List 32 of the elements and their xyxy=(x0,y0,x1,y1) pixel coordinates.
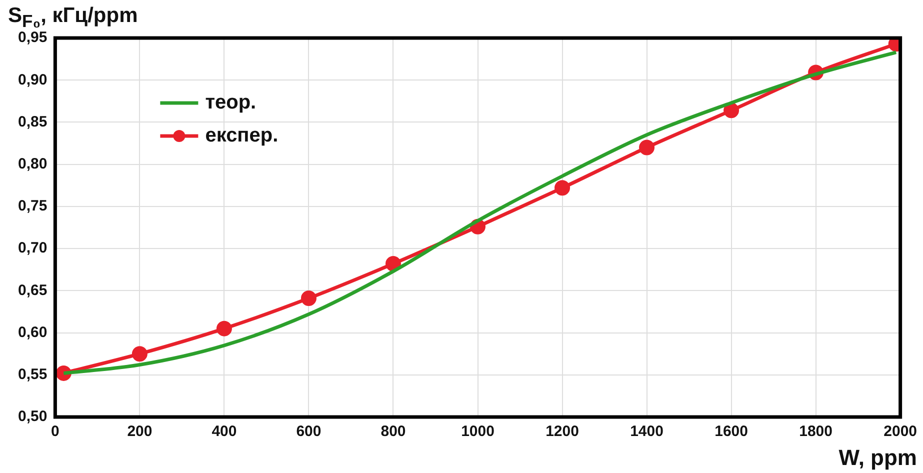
x-tick-label: 1200 xyxy=(546,423,579,440)
y-axis-title: S$_{F₀}$, кГц/ppm xyxy=(8,4,138,32)
y-tick-label: 0,80 xyxy=(18,155,48,172)
legend-label: теор. xyxy=(205,92,256,114)
x-tick-label: 400 xyxy=(212,423,237,440)
x-tick-label: 1600 xyxy=(714,423,748,440)
legend-label: експер. xyxy=(205,124,278,147)
y-tick-label: 0,95 xyxy=(18,29,48,46)
point xyxy=(554,180,570,196)
x-tick-label: 1800 xyxy=(799,423,832,440)
x-tick-label: 800 xyxy=(380,423,406,440)
y-tick-label: 0,85 xyxy=(18,113,48,130)
point xyxy=(132,346,148,362)
point xyxy=(216,320,232,336)
x-tick-label: 1400 xyxy=(630,423,664,440)
x-axis-title: W, ppm xyxy=(838,445,917,471)
y-tick-label: 0,90 xyxy=(18,71,48,88)
x-tick-label: 600 xyxy=(296,423,322,440)
point xyxy=(639,140,655,156)
point xyxy=(724,102,740,118)
point xyxy=(300,290,316,306)
point xyxy=(385,256,401,272)
y-tick-label: 0,65 xyxy=(18,282,48,299)
y-tick-label: 0,50 xyxy=(18,408,48,426)
y-tick-label: 0,75 xyxy=(18,198,48,215)
y-tick-label: 0,60 xyxy=(18,324,48,341)
x-tick-label: 2000 xyxy=(884,423,918,440)
x-tick-label: 0 xyxy=(51,423,60,440)
x-tick-label: 1000 xyxy=(461,423,494,440)
x-tick-label: 200 xyxy=(127,423,152,440)
y-tick-label: 0,70 xyxy=(18,240,48,257)
y-tick-label: 0,55 xyxy=(18,366,48,384)
